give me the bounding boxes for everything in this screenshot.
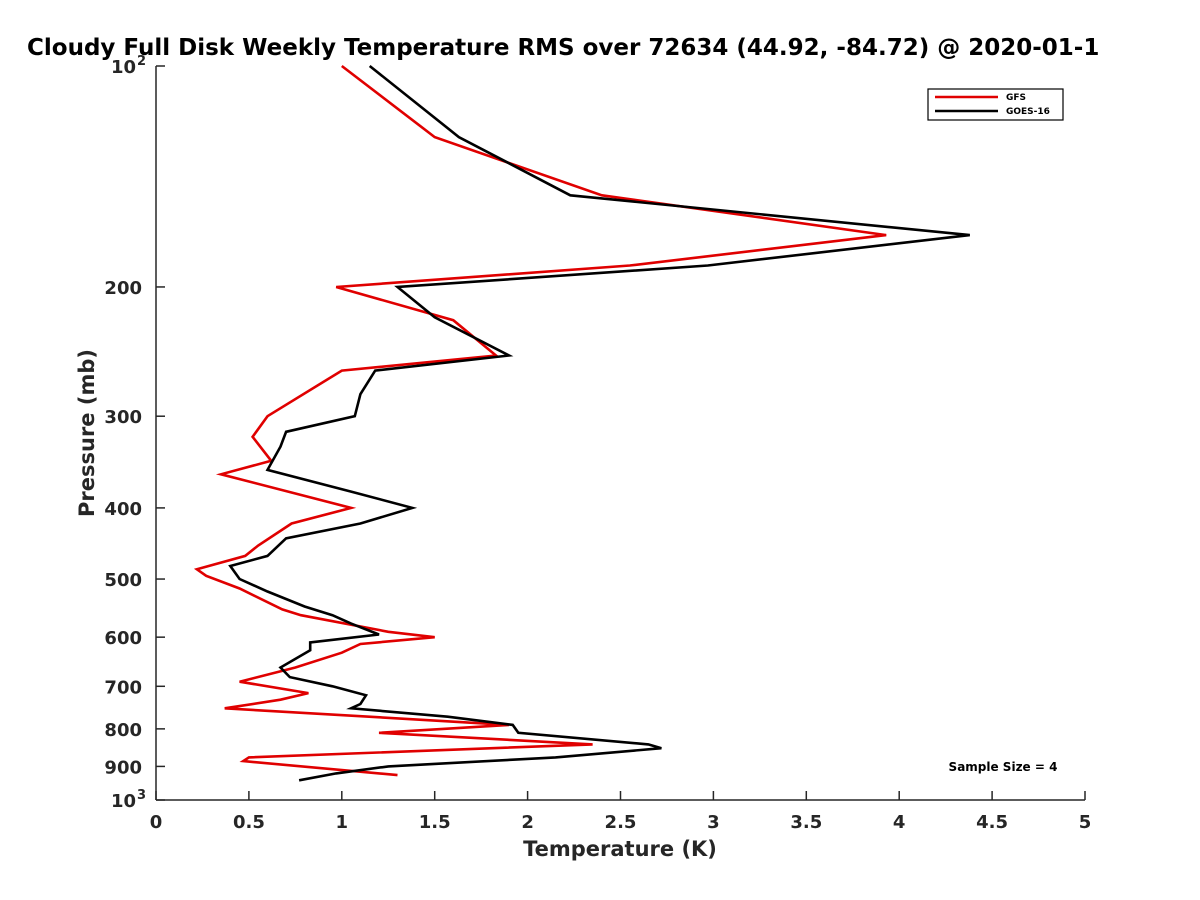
chart-title: Cloudy Full Disk Weekly Temperature RMS … — [27, 35, 1099, 61]
plot-area: 0 0.5 1 1.5 2 2.5 3 3.5 4 4.5 5 10 2200300400500600… — [104, 54, 1091, 833]
legend: GFS GOES-16 — [927, 88, 1064, 121]
x-tick-label: 2.5 — [605, 812, 637, 833]
y-tick-label: 300 — [104, 407, 142, 428]
y-tick-label: 900 — [104, 757, 142, 778]
x-tick-label: 0 — [150, 812, 163, 833]
legend-label-gfs: GFS — [1006, 93, 1026, 103]
series-line-gfs — [193, 64, 887, 777]
legend-label-goes16: GOES-16 — [1006, 107, 1050, 117]
sample-size-annotation: Sample Size = 4 — [949, 760, 1058, 774]
y-axis-label: Pressure (mb) — [75, 349, 99, 517]
y-tick-exponent: 2 — [137, 54, 146, 69]
x-tick-label: 5 — [1079, 812, 1092, 833]
legend-box — [927, 88, 1064, 121]
y-tick-label: 400 — [104, 499, 142, 520]
y-tick-label: 500 — [104, 570, 142, 591]
series-layer — [193, 64, 970, 782]
y-tick-exponent: 3 — [137, 788, 146, 803]
x-tick-label: 3.5 — [790, 812, 822, 833]
x-tick-label: 0.5 — [233, 812, 265, 833]
x-tick-label: 4.5 — [976, 812, 1008, 833]
x-ticks: 0 0.5 1 1.5 2 2.5 3 3.5 4 4.5 5 — [150, 791, 1092, 833]
x-tick-label: 1 — [336, 812, 349, 833]
x-tick-label: 1.5 — [419, 812, 451, 833]
y-tick-label: 10 — [111, 57, 136, 78]
x-tick-label: 3 — [707, 812, 720, 833]
x-tick-label: 2 — [521, 812, 534, 833]
x-tick-label: 4 — [893, 812, 906, 833]
y-tick-label: 200 — [104, 278, 142, 299]
series-line-goes16 — [228, 64, 970, 782]
y-tick-label: 800 — [104, 720, 142, 741]
y-tick-label: 10 — [111, 791, 136, 812]
y-tick-label: 600 — [104, 628, 142, 649]
axes: 0 0.5 1 1.5 2 2.5 3 3.5 4 4.5 5 10 2200300400500600… — [104, 54, 1091, 833]
x-axis-label: Temperature (K) — [523, 837, 717, 861]
y-tick-label: 700 — [104, 677, 142, 698]
